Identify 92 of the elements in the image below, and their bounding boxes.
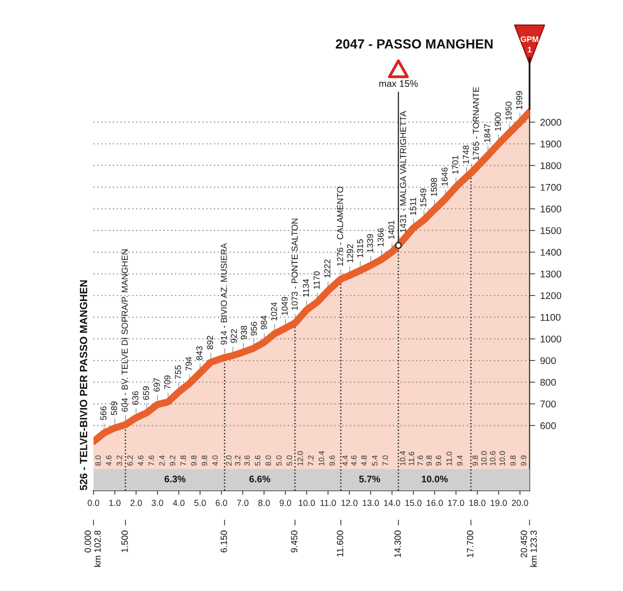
- data-label: 1315: [357, 239, 364, 258]
- y-tick-label: 1200: [540, 292, 562, 300]
- x-tick-label: 6.0: [216, 500, 228, 506]
- data-label: 1950: [506, 102, 512, 120]
- x2-tick-label: 20.450 km 123.3: [520, 530, 537, 567]
- x-tick-label: 15.0: [405, 500, 422, 506]
- y-tick-label: 1800: [540, 162, 562, 170]
- y-tick-label: 1000: [540, 336, 562, 342]
- data-label: 794: [186, 356, 192, 371]
- data-label: 526 - TELVE-BIVIO PER PASSO MANGHEN: [80, 280, 88, 490]
- data-label: 1598: [430, 178, 437, 196]
- data-label: 1366: [378, 228, 384, 246]
- chart-title: 2047 - PASSO MANGHEN: [336, 39, 493, 49]
- data-label: 1276 - CALAMENTO: [337, 186, 344, 266]
- data-label: 956: [250, 322, 257, 336]
- data-label: 659: [142, 386, 150, 400]
- x2-tick-label: 14.300: [394, 530, 401, 558]
- data-label: 1431 - MALGA VALTRIGHETTA: [400, 110, 406, 232]
- x-tick-label: 8.0: [258, 500, 270, 506]
- data-label: 604 - BV. TELVE DI SOPRA/P. MANGHEN: [121, 249, 128, 412]
- band-label: 10.0%: [422, 476, 448, 482]
- x-tick-label: 18.0: [469, 500, 486, 506]
- data-label: 1847: [484, 124, 490, 142]
- x-tick-label: 3.0: [152, 500, 164, 506]
- x2-tick-label: 1.500: [121, 530, 128, 552]
- data-label: 1646: [442, 168, 448, 186]
- data-label: 589: [110, 401, 118, 416]
- data-label: 984: [260, 316, 267, 330]
- data-label: 697: [154, 378, 160, 392]
- data-label: 1170: [314, 271, 320, 289]
- data-label: 1222: [324, 260, 330, 278]
- y-tick-label: 600: [540, 422, 556, 430]
- y-tick-label: 900: [540, 357, 556, 364]
- x-tick-label: 10.0: [298, 500, 315, 506]
- y-tick-label: 2000: [540, 118, 562, 126]
- annotation: max 15%: [379, 80, 418, 87]
- data-label: 1134: [302, 279, 310, 297]
- x-tick-label: 14.0: [384, 500, 400, 506]
- y-tick-label: 1300: [540, 270, 562, 278]
- y-tick-label: 1400: [540, 248, 562, 256]
- x-tick-label: 17.0: [448, 500, 464, 506]
- data-label: 1049: [282, 296, 288, 316]
- band-label: 5.7%: [359, 476, 380, 482]
- data-label: 1511: [410, 198, 416, 215]
- data-label: 914 - BIVIO AZ. MUSIERA: [220, 243, 227, 345]
- x2-tick-label: 17.700: [466, 530, 474, 558]
- data-label: 922: [230, 329, 237, 343]
- data-label: 709: [164, 375, 170, 389]
- data-label: 1292: [347, 244, 354, 262]
- band-label: 6.6%: [249, 476, 270, 482]
- x2-tick-label: 9.450: [291, 530, 298, 552]
- data-label: 1999: [516, 91, 522, 110]
- x2-tick-label: 6.150: [220, 530, 228, 552]
- data-label: 755: [175, 365, 182, 379]
- x-tick-label: 12.0: [342, 500, 358, 506]
- x-tick-label: 11.0: [320, 500, 336, 506]
- y-tick-label: 1100: [540, 314, 560, 321]
- x-tick-label: 1.0: [109, 500, 121, 506]
- x-tick-label: 19.0: [490, 500, 507, 506]
- x-tick-label: 16.0: [426, 500, 443, 506]
- x-tick-label: 9.0: [280, 500, 292, 506]
- data-label: 1748: [462, 145, 469, 164]
- y-tick-label: 1700: [540, 184, 562, 191]
- data-label: 1024: [270, 302, 278, 320]
- data-label: 636: [132, 391, 138, 405]
- data-label: 843: [196, 346, 202, 360]
- x-tick-label: 0.0: [88, 500, 100, 506]
- data-label: 1900: [494, 112, 501, 131]
- x-tick-label: 13.0: [362, 500, 379, 506]
- x-tick-label: 4.0: [172, 500, 184, 506]
- x2-tick-label: 11.600: [336, 530, 344, 556]
- data-label: 566: [100, 406, 106, 420]
- y-tick-label: 1600: [540, 206, 562, 212]
- data-label: 938: [240, 326, 247, 340]
- x-tick-label: 2.0: [130, 500, 142, 506]
- band-label: 6.3%: [164, 476, 186, 482]
- data-label: 1073 - PONTE SALTON: [292, 218, 298, 310]
- y-tick-label: 1900: [540, 140, 562, 148]
- data-label: 1701: [452, 156, 458, 174]
- y-tick-label: 1500: [540, 227, 562, 234]
- data-label: 1339: [367, 234, 374, 252]
- data-label: 1401: [388, 220, 394, 239]
- x2-tick-label: 0.000 km 102.8: [84, 530, 101, 567]
- y-tick-label: 700: [540, 400, 556, 408]
- y-tick-label: 800: [540, 378, 556, 386]
- x-tick-label: 20.0: [512, 500, 528, 506]
- data-label: 1549: [420, 188, 426, 207]
- data-label: 892: [206, 336, 214, 350]
- x-tick-label: 5.0: [194, 500, 206, 506]
- annotation: GPM 1: [520, 36, 538, 52]
- x-tick-label: 7.0: [237, 500, 248, 506]
- data-label: 1765 - TORNANTE: [472, 87, 479, 160]
